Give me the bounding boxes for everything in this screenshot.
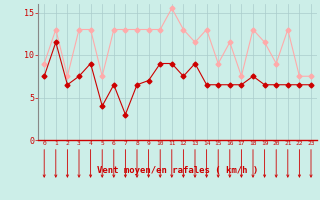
X-axis label: Vent moyen/en rafales ( km/h ): Vent moyen/en rafales ( km/h ) [97,166,258,175]
